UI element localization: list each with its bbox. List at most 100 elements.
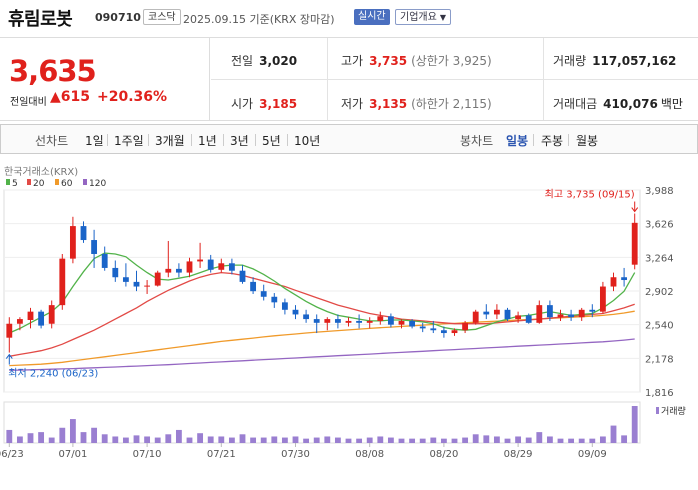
x-tick-label: 07/01 bbox=[58, 449, 87, 460]
tab-1d[interactable]: 1일 bbox=[85, 134, 104, 148]
candle-body bbox=[228, 263, 235, 271]
volume-value: 117,057,162 bbox=[592, 54, 677, 68]
price-change: ▲615 bbox=[50, 89, 90, 105]
high-price: 고가 3,735 (상한가 3,925) bbox=[341, 52, 492, 69]
stock-code: 090710 bbox=[95, 11, 141, 24]
price-chart[interactable]: 3,988 3,626 3,264 2,902 2,540 2,178 1,816 한국거래소… bbox=[0, 160, 698, 490]
x-tick-label: 07/30 bbox=[281, 449, 310, 460]
candle-body bbox=[303, 314, 310, 320]
volume-bar bbox=[430, 437, 437, 443]
candle-body bbox=[398, 320, 405, 325]
moving-average-ma120 bbox=[9, 338, 635, 371]
realtime-button[interactable]: 실시간 bbox=[354, 9, 390, 25]
tab-daily[interactable]: 일봉 bbox=[506, 134, 529, 148]
volume-bar bbox=[324, 436, 331, 443]
volume-info: 거래량 117,057,162 bbox=[553, 52, 676, 69]
current-price: 3,635 bbox=[9, 54, 97, 88]
candle-body bbox=[197, 259, 204, 262]
volume-bar bbox=[610, 425, 617, 443]
volume-bar bbox=[260, 437, 267, 443]
tab-1y[interactable]: 1년 bbox=[198, 134, 217, 148]
candle-body bbox=[589, 309, 596, 312]
trade-amount: 거래대금 410,076 백만 bbox=[553, 95, 683, 112]
volume-bar bbox=[228, 437, 235, 443]
candle-body bbox=[38, 311, 45, 326]
tab-separator bbox=[287, 134, 288, 146]
high-label: 고가 bbox=[341, 54, 364, 68]
candle-body bbox=[112, 267, 119, 278]
candle-body bbox=[557, 314, 564, 318]
volume-bar bbox=[345, 438, 352, 443]
corp-info-label: 기업개요 bbox=[400, 12, 437, 23]
legend-swatch bbox=[55, 179, 59, 185]
volume-bar bbox=[186, 437, 193, 443]
candle-body bbox=[462, 322, 469, 331]
volume-bar bbox=[525, 437, 532, 443]
candle-body bbox=[313, 319, 320, 323]
candle-body bbox=[451, 330, 458, 334]
price-change-rate: +20.36% bbox=[97, 89, 168, 105]
tab-5y[interactable]: 5년 bbox=[262, 134, 281, 148]
price-info-panel: 3,635 전일대비 ▲615 +20.36% 전일 3,020 고가 3,735(… bbox=[0, 37, 698, 121]
candle-body bbox=[546, 305, 553, 318]
volume-bar bbox=[621, 435, 628, 443]
tab-separator bbox=[533, 134, 534, 146]
high-annotation: 최고 3,735 (09/15) bbox=[545, 189, 635, 201]
candle-body bbox=[504, 309, 511, 320]
x-tick-label: 07/21 bbox=[207, 449, 236, 460]
chart-source: 한국거래소(KRX) bbox=[4, 166, 78, 178]
volume-legend-swatch bbox=[656, 407, 659, 414]
candle-body bbox=[387, 316, 394, 325]
candle-body bbox=[440, 330, 447, 334]
volume-legend-label: 거래량 bbox=[661, 405, 686, 417]
volume-bar bbox=[472, 434, 479, 443]
corp-info-dropdown[interactable]: 기업개요 ▼ bbox=[395, 9, 451, 25]
candle-body bbox=[144, 285, 151, 287]
change-label: 전일대비 bbox=[10, 97, 47, 108]
low-value: 3,135 bbox=[369, 97, 408, 111]
candle-body bbox=[493, 309, 500, 315]
tab-separator bbox=[223, 134, 224, 146]
y-tick-label: 3,626 bbox=[645, 220, 674, 231]
volume-bar bbox=[175, 429, 182, 443]
tab-monthly[interactable]: 월봉 bbox=[576, 134, 599, 148]
y-tick-label: 2,902 bbox=[645, 287, 674, 298]
candle-body bbox=[536, 305, 543, 323]
candle-body bbox=[165, 268, 172, 273]
candle-body bbox=[250, 281, 257, 292]
volume-bar bbox=[568, 438, 575, 443]
tab-3y[interactable]: 3년 bbox=[230, 134, 249, 148]
legend-swatch bbox=[27, 179, 31, 185]
tab-weekly[interactable]: 주봉 bbox=[541, 134, 564, 148]
volume-bar bbox=[69, 419, 76, 443]
volume-bar bbox=[451, 438, 458, 443]
price-date: 2025.09.15 기준(KRX 장마감) bbox=[183, 13, 335, 26]
volume-bar bbox=[207, 436, 214, 443]
volume-bar bbox=[398, 438, 405, 443]
volume-bar bbox=[366, 437, 373, 443]
volume-bar bbox=[133, 435, 140, 443]
candle-body bbox=[186, 261, 193, 273]
divider bbox=[211, 79, 698, 80]
volume-bar bbox=[387, 437, 394, 443]
tab-10y[interactable]: 10년 bbox=[294, 134, 321, 148]
volume-bar bbox=[38, 432, 45, 443]
chart-period-tabs: 선차트 1일 1주일 3개월 1년 3년 5년 10년 봉차트 일봉 주봉 월봉 bbox=[0, 124, 698, 154]
prev-close-value: 3,020 bbox=[259, 54, 298, 68]
x-tick-label: 08/20 bbox=[429, 449, 458, 460]
tab-3m[interactable]: 3개월 bbox=[155, 134, 185, 148]
chevron-down-icon: ▼ bbox=[439, 13, 446, 22]
tab-1w[interactable]: 1주일 bbox=[114, 134, 144, 148]
candle-body bbox=[122, 277, 129, 282]
volume-bar bbox=[16, 436, 23, 443]
low-price: 저가 3,135 (하한가 2,115) bbox=[341, 95, 492, 112]
candle-body bbox=[27, 311, 34, 321]
volume-bar bbox=[80, 432, 87, 443]
volume-bar bbox=[165, 434, 172, 443]
candle-body bbox=[281, 302, 288, 310]
tab-separator bbox=[148, 134, 149, 146]
candlestick-chart-svg[interactable]: 3,988 3,626 3,264 2,902 2,540 2,178 1,816 한국거래소… bbox=[0, 160, 698, 490]
candle-body bbox=[515, 315, 522, 320]
volume-label: 거래량 bbox=[553, 54, 587, 68]
volume-bar bbox=[144, 436, 151, 443]
